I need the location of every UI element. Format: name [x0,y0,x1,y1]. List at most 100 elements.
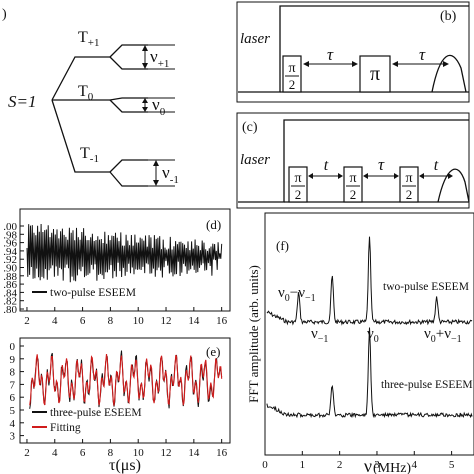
svg-text:τ: τ [419,45,426,64]
peak-label-nu0-minus-nu-1: ν0−ν−1 [278,285,316,304]
panel-e-x-tick-label: 4 [52,447,58,459]
panel-e-xlabel: τ(μs) [109,457,141,474]
panel-d-label: (d) [206,217,221,232]
panel-e-y-tick-label: 6 [10,392,16,404]
sublevel-upper-b [109,56,148,70]
two-pulse-fft-trace [266,236,473,326]
svg-text:π: π [294,171,301,186]
panel-c-frame [236,112,470,209]
level-t-plus1: T+1 [78,29,100,49]
panel-e-x-tick-label: 14 [188,447,200,459]
panel-f-x-tick-label: 4 [412,459,418,471]
peak-label-nu-1: ν−1 [311,326,328,345]
freq-nu-minus1: ν-1 [162,163,179,186]
panel-d-x-tick-label: 4 [52,315,58,327]
panel-a-energy-levels: ) S=1 T+1 T0 T-1 ν+1 ν0 ν-1 [2,7,179,187]
panel-d-y-tick-label: .84 [3,287,17,299]
panel-d-x-tick-label: 2 [24,315,30,327]
panel-e-y-tick-label: 0 [10,341,16,353]
panel-b-label: (b) [440,9,457,24]
panel-f-x-tick-label: 3 [374,459,380,471]
panel-d-y-tick-label: .98 [3,229,17,241]
panel-e-y-tick-label: 7 [10,379,16,391]
panel-e-label: (e) [206,344,220,359]
panel-e-legend-fit: Fitting [50,422,81,434]
panel-d-x-tick-label: 16 [216,315,228,327]
panel-d-frame [19,208,231,312]
panel-f-x-ticks: 0 1 2 3 4 5 [262,451,455,471]
svg-text:2: 2 [295,187,302,202]
branch-lower [51,99,110,173]
panel-e-x-ticks: 2 4 6 8 10 12 14 16 [24,439,228,459]
panel-c-echo [437,168,470,203]
panel-d-x-tick-label: 12 [161,315,172,327]
peak-label-nu0-plus-nu-1: ν0+ν−1 [424,326,462,345]
panel-f-bottom-legend: three-pulse ESEEM [381,379,473,391]
panel-f-xlabel-unit: (MHz) [373,461,411,474]
panel-d-x-ticks: 2 4 6 8 10 12 14 16 [24,307,228,327]
panel-f-ylabel: FFT amplitude (arb. units) [246,265,261,403]
branch-upper [51,56,110,101]
panel-f-x-tick-label: 5 [449,459,455,471]
panel-f-label: (f) [276,238,289,253]
panel-c-pulse-2 [343,166,363,203]
panel-e-y-tick-label: 9 [10,354,16,366]
peak-label-nu0: ν0 [367,326,379,345]
sublevel-mid-b [109,99,148,113]
freq-nu-zero: ν0 [152,95,166,118]
panel-d-y-tick-label: .90 [3,263,17,275]
panel-b-pulse-sequence: (b) laser π 2 π τ τ [236,1,470,103]
panel-d-y-ticks: .00.98.96.94.92.90.88.86.84.82.80 [3,221,24,316]
freq-nu-plus1: ν+1 [150,47,169,70]
panel-f-x-tick-label: 1 [300,459,306,471]
panel-c-pulse-sequence: (c) laser π 2 π 2 π 2 t τ t [236,112,470,209]
svg-text:t: t [434,157,439,174]
panel-d-y-tick-label: .94 [3,246,17,258]
panel-f-xlabel-symbol: ν [364,456,372,474]
panel-e-y-tick-label: 3 [10,431,16,443]
panel-b-laser-label: laser [240,31,270,47]
panel-d-plot: .00.98.96.94.92.90.88.86.84.82.80 2 4 6 8 10… [3,208,231,327]
svg-text:π: π [288,61,295,76]
panel-b-laser-trace [238,5,469,93]
panel-d-x-tick-label: 6 [80,315,86,327]
panel-c-laser-trace [238,119,469,203]
panel-e-y-tick-label: 4 [10,418,16,430]
panel-e-x-tick-label: 10 [133,447,145,459]
svg-text:π: π [349,171,356,186]
panel-e-frame [19,337,231,444]
panel-c-pulse-3 [399,166,419,203]
panel-d-y-tick-label: .92 [3,254,17,266]
panel-e-x-tick-label: 6 [80,447,86,459]
panel-b-echo [431,54,467,93]
svg-text:t: t [324,157,329,174]
spin-label: S=1 [8,92,36,111]
panel-f-x-tick-label: 2 [337,459,343,471]
panel-a-label: ) [2,7,7,22]
fitting-trace [29,354,223,406]
panel-e-y-tick-label: 5 [10,405,16,417]
svg-text:2: 2 [406,187,413,202]
panel-c-label: (c) [242,120,258,135]
panel-d-x-tick-label: 10 [133,315,145,327]
panel-c-pulse-1 [288,166,308,203]
panel-e-y-tick-label: 8 [10,367,16,379]
panel-d-y-tick-label: .86 [3,279,17,291]
panel-d-y-tick-label: .96 [3,238,17,250]
panel-e-x-tick-label: 16 [216,447,228,459]
panel-b-pulse-pi [359,55,391,93]
panel-e-legend-data: three-pulse ESEEM [50,407,142,419]
svg-text:τ: τ [378,155,385,174]
two-pulse-eseem-trace [26,223,223,283]
panel-c-laser-label: laser [240,152,270,168]
panel-f-x-tick-label: 0 [262,459,268,471]
sublevel-mid-a [109,97,148,101]
panel-d-x-tick-label: 8 [108,315,114,327]
panel-e-x-tick-label: 2 [24,447,30,459]
svg-text:2: 2 [289,77,296,92]
panel-e-x-tick-label: 12 [161,447,172,459]
three-pulse-fft-trace [266,327,473,419]
sublevel-low-b [109,171,148,187]
